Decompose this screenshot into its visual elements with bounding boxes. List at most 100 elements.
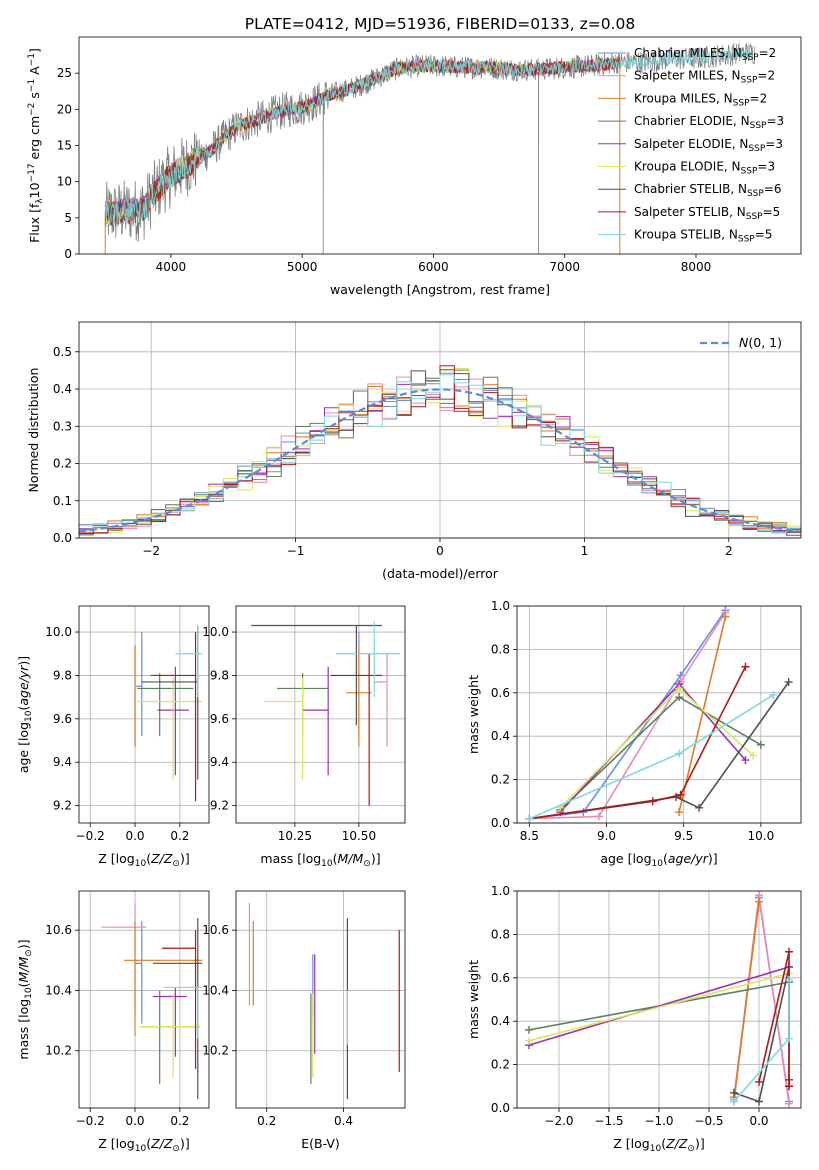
legend-entry: Salpeter ELODIE, NSSP=3 xyxy=(634,137,783,154)
series-line xyxy=(529,681,790,820)
legend-entry: Kroupa STELIB, NSSP=5 xyxy=(634,228,772,245)
x-tick-label: 1 xyxy=(581,544,589,558)
y-tick-label: 10 xyxy=(57,175,72,189)
x-axis-label: (data-model)/error xyxy=(382,566,499,581)
series-point xyxy=(769,690,778,699)
y-tick-label: 0.4 xyxy=(53,382,72,396)
series-point xyxy=(741,756,750,765)
x-tick-label: 0.2 xyxy=(170,829,189,843)
panels: 4000 5000 6000 7000 80000510152025wavelength… xyxy=(16,36,802,1154)
y-tick-label: 10.2 xyxy=(45,1044,72,1058)
series-point xyxy=(730,1097,738,1106)
x-tick-label: 5000 xyxy=(287,260,318,274)
series-point xyxy=(749,751,758,760)
series-point xyxy=(785,975,793,984)
x-tick-label: 2 xyxy=(725,544,733,558)
x-tick-label: −1 xyxy=(287,544,305,558)
y-tick-label: 10.4 xyxy=(45,983,72,997)
y-tick-label: 0.4 xyxy=(491,729,510,743)
series-line xyxy=(529,666,747,820)
legend-entry: Kroupa ELODIE, NSSP=3 xyxy=(634,160,775,177)
series-point xyxy=(785,1099,793,1108)
y-tick-label: 0.2 xyxy=(491,1058,510,1072)
y-tick-label: 9.6 xyxy=(53,712,72,726)
y-tick-label: 1.0 xyxy=(491,884,510,898)
y-tick-label: 10.0 xyxy=(45,625,72,639)
y-tick-label: 0.8 xyxy=(491,927,510,941)
series-point xyxy=(756,740,765,749)
axes-age_vs_Z: −0.2 0.0 0.2 9.2 9.4 9.6 9.8 10.0 xyxy=(45,606,209,843)
errorbars-mass_vs_Z xyxy=(101,903,203,1099)
legend-entry: Chabrier ELODIE, NSSP=3 xyxy=(634,114,784,131)
y-tick-label: 9.6 xyxy=(210,712,229,726)
x-axis-label: Z [log10(Z/Z⊙)] xyxy=(613,1136,704,1154)
series-point xyxy=(648,797,657,806)
x-tick-label: −0.2 xyxy=(76,1114,105,1128)
observed-spectrum-line xyxy=(104,43,756,254)
errorbars-age_vs_Z xyxy=(134,625,203,802)
series-point xyxy=(755,1077,763,1086)
series-line xyxy=(528,966,790,1046)
x-tick-label: 10.0 xyxy=(748,829,775,843)
y-tick-label: 0.8 xyxy=(491,642,510,656)
x-tick-label: −2.0 xyxy=(544,1114,573,1128)
x-tick-label: −1.5 xyxy=(594,1114,623,1128)
y-axis-label: age [log10(age/yr)] xyxy=(16,656,34,773)
x-tick-label: 8000 xyxy=(681,260,712,274)
histogram-step xyxy=(79,365,801,538)
mass_vs_Z-frame xyxy=(78,890,210,1109)
x-tick-label: 0.2 xyxy=(170,1114,189,1128)
x-axis-label: mass [log10(M/M⊙)] xyxy=(260,851,380,869)
series-line xyxy=(559,696,762,811)
axes-mass_vs_EBV: 0.2 0.4 10.2 10.4 10.6 xyxy=(202,891,405,1128)
errorbars-mass_vs_EBV xyxy=(248,903,400,1099)
y-tick-label: 0.6 xyxy=(491,686,510,700)
y-tick-label: 9.8 xyxy=(210,668,229,682)
spectrum-frame xyxy=(78,36,802,255)
x-tick-label: −0.5 xyxy=(694,1114,723,1128)
series-point xyxy=(675,693,684,702)
legend-entry: Chabrier MILES, NSSP=2 xyxy=(634,46,776,63)
series-line xyxy=(528,972,790,1042)
y-axis-label: mass [log10(M/M⊙)] xyxy=(16,939,34,1059)
y-tick-label: 20 xyxy=(57,102,72,116)
x-tick-label: 9.0 xyxy=(597,829,616,843)
series-point xyxy=(741,662,750,671)
histogram-group xyxy=(79,365,801,538)
age_vs_Z-frame xyxy=(78,605,210,824)
series-point xyxy=(785,1075,793,1084)
legend: Chabrier MILES, NSSP=2 Salpeter MILES, NS… xyxy=(598,46,784,245)
series-point xyxy=(525,1036,533,1045)
errorbars-age_vs_mass xyxy=(251,621,400,806)
series-point xyxy=(755,1097,763,1106)
y-tick-label: 10.4 xyxy=(202,983,229,997)
y-tick-label: 0 xyxy=(64,247,72,261)
y-tick-label: 0.0 xyxy=(491,1101,510,1115)
x-axis-label: wavelength [Angstrom, rest frame] xyxy=(330,282,550,297)
series-point xyxy=(785,947,793,956)
y-tick-label: 0.5 xyxy=(53,345,72,359)
y-tick-label: 0.0 xyxy=(53,531,72,545)
lines-massweight_vs_age xyxy=(525,606,793,823)
series-point xyxy=(785,1034,793,1043)
lines-massweight_vs_Z xyxy=(525,891,793,1108)
x-tick-label: 0.0 xyxy=(125,829,144,843)
y-tick-label: 25 xyxy=(57,66,72,80)
y-tick-label: 10.2 xyxy=(202,1044,229,1058)
y-tick-label: 10.0 xyxy=(202,625,229,639)
mass_vs_EBV-frame xyxy=(235,890,406,1109)
spectrum-lines xyxy=(104,43,756,254)
series-line xyxy=(559,687,754,809)
series-line xyxy=(529,609,727,820)
residuals-frame xyxy=(78,321,802,539)
x-tick-label: 0.0 xyxy=(125,1114,144,1128)
y-axis-label: Flux [fλ10−17 erg cm−2 s−1 A−1] xyxy=(27,48,45,243)
y-tick-label: 0.3 xyxy=(53,419,72,433)
series-point xyxy=(676,790,685,799)
series-point xyxy=(730,1088,738,1097)
legend-entry: Salpeter MILES, NSSP=2 xyxy=(634,69,775,86)
series-line xyxy=(733,901,760,1098)
x-axis-label: age [log10(age/yr)] xyxy=(600,851,717,869)
normal-curve xyxy=(79,388,799,533)
legend-entry: Salpeter STELIB, NSSP=5 xyxy=(634,205,780,222)
